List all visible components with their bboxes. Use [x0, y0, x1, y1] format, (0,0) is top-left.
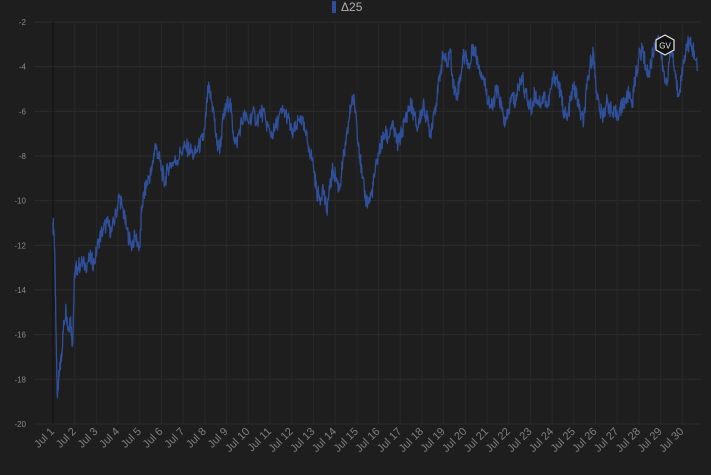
legend-swatch: [332, 1, 336, 13]
hexagon-logo-icon: GV: [655, 34, 675, 56]
x-tick-label: Jul 1: [32, 426, 57, 451]
legend[interactable]: Δ25: [332, 0, 362, 14]
x-tick-label: Jul 3: [76, 426, 101, 451]
y-tick-label: -18: [14, 375, 26, 384]
x-tick-label: Jul 10: [223, 426, 252, 455]
x-tick-label: Jul 8: [184, 426, 209, 451]
y-tick-label: -2: [19, 18, 27, 27]
logo-text: GV: [659, 42, 671, 51]
x-tick-label: Jul 7: [162, 426, 187, 451]
series-line-delta25: [52, 34, 699, 399]
x-tick-label: Jul 4: [97, 426, 122, 451]
y-tick-label: -20: [14, 420, 26, 429]
y-tick-label: -10: [14, 197, 26, 206]
y-tick-label: -12: [14, 241, 26, 250]
y-tick-label: -14: [14, 286, 26, 295]
x-tick-label: Jul 2: [54, 426, 79, 451]
legend-label: Δ25: [341, 0, 363, 14]
y-axis-ticks: -2 -4 -6 -8 -10 -12 -14 -16 -18 -20: [14, 18, 26, 429]
x-tick-label: Jul 30: [657, 426, 686, 455]
y-tick-label: -16: [14, 331, 26, 340]
grid-lines: [34, 21, 701, 425]
y-tick-label: -8: [19, 152, 27, 161]
y-tick-label: -6: [19, 107, 27, 116]
x-tick-label: Jul 6: [141, 426, 166, 451]
y-tick-label: -4: [19, 63, 27, 72]
x-tick-label: Jul 5: [119, 426, 144, 451]
